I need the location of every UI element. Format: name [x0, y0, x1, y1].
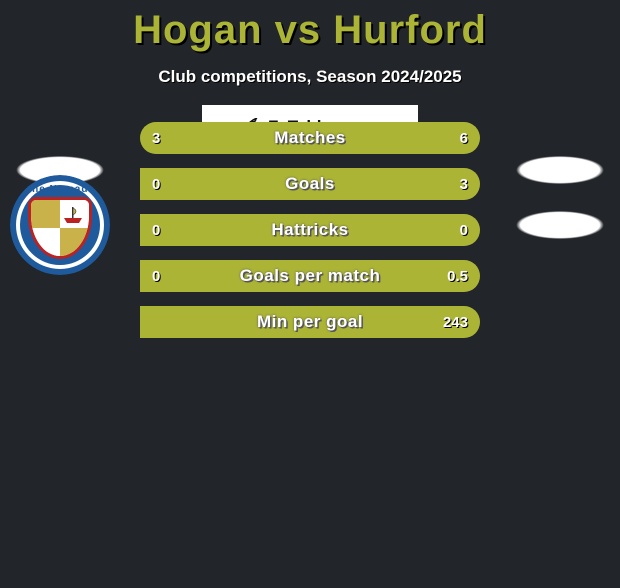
- bar-row: 00Hattricks: [140, 214, 480, 246]
- bar-label: Matches: [140, 122, 480, 154]
- page-title: Hogan vs Hurford: [0, 8, 620, 53]
- avatar-club2-blank: [510, 209, 610, 241]
- page-subtitle: Club competitions, Season 2024/2025: [0, 67, 620, 87]
- badge-shield: [28, 197, 92, 259]
- bar-label: Goals: [140, 168, 480, 200]
- bar-row: 00.5Goals per match: [140, 260, 480, 292]
- club-badge-left: The Nomads: [10, 175, 110, 275]
- ship-icon: [63, 206, 83, 224]
- comparison-bars: 36Matches 03Goals 00Hattricks 00.5Goals per…: [140, 122, 480, 352]
- bar-label: Min per goal: [140, 306, 480, 338]
- avatar-player2-blank: [510, 154, 610, 186]
- bar-row: 36Matches: [140, 122, 480, 154]
- bar-label: Hattricks: [140, 214, 480, 246]
- bar-label: Goals per match: [140, 260, 480, 292]
- bar-row: 03Goals: [140, 168, 480, 200]
- bar-row: 243Min per goal: [140, 306, 480, 338]
